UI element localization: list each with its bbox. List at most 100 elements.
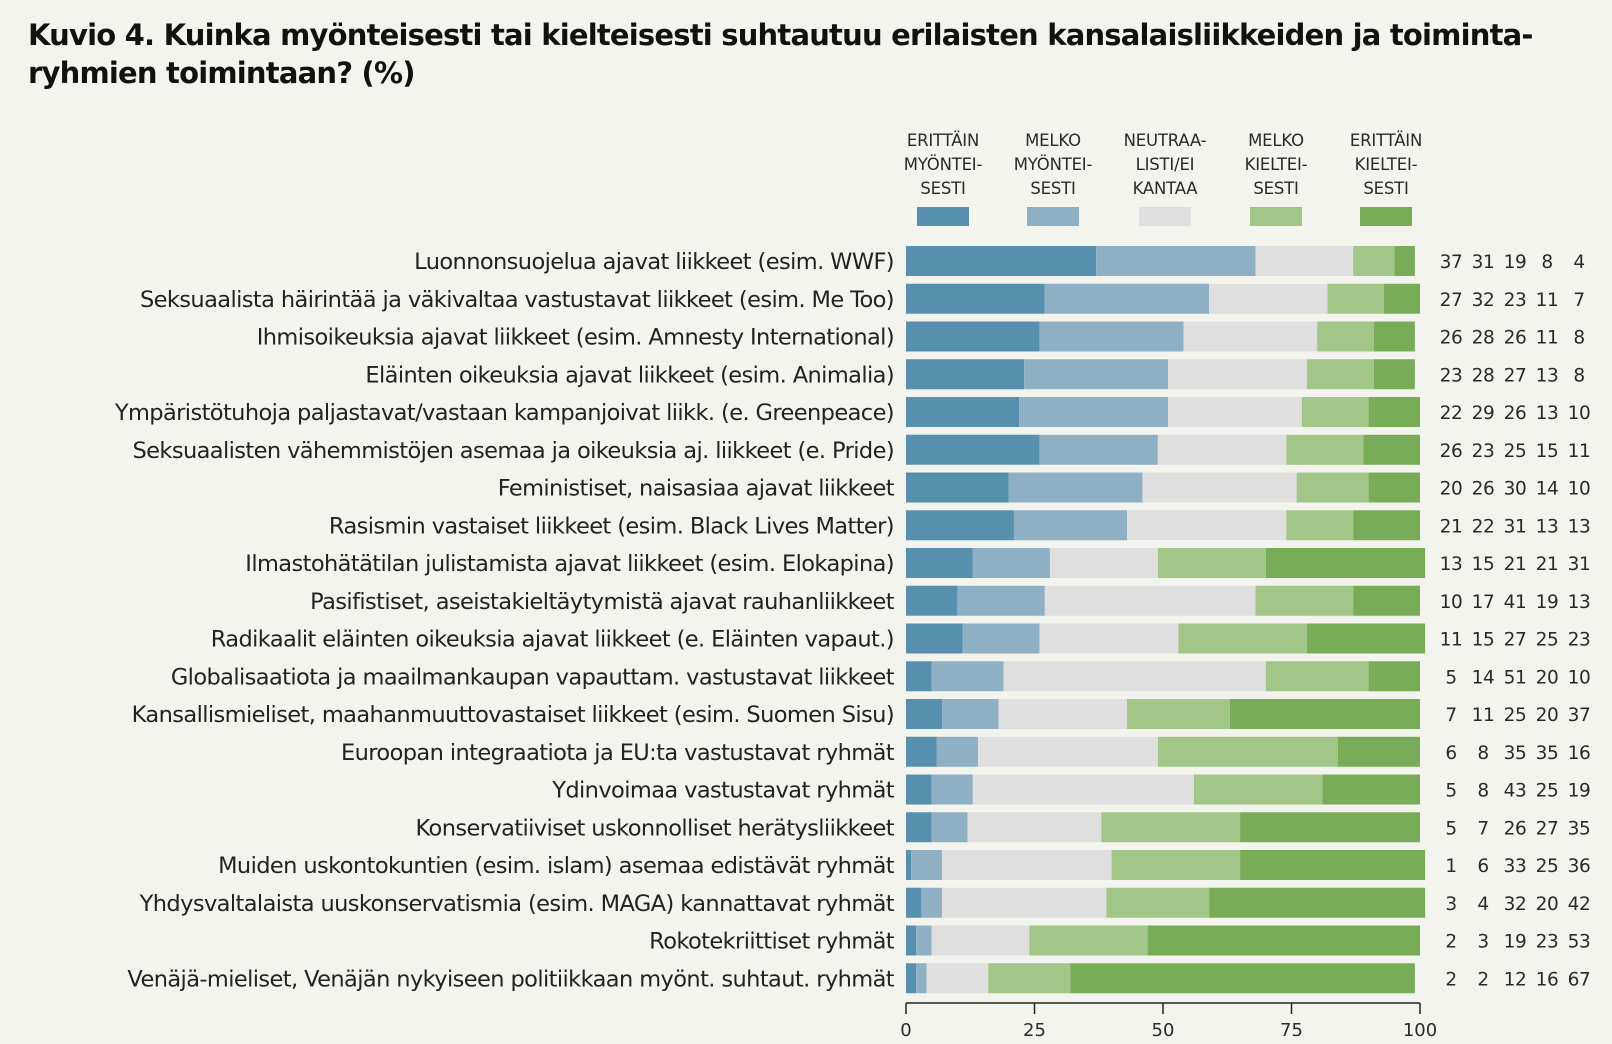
bar-segment bbox=[1301, 397, 1369, 427]
bar-segment bbox=[1229, 699, 1420, 729]
legend-label: LISTI/EI bbox=[1136, 155, 1195, 174]
value-label: 8 bbox=[1477, 743, 1488, 764]
bar-segment bbox=[1240, 812, 1420, 843]
bar-segment bbox=[1003, 661, 1266, 692]
bar-row bbox=[906, 510, 1420, 541]
value-label: 22 bbox=[1440, 403, 1463, 424]
bar-row bbox=[906, 661, 1420, 692]
bar-segment bbox=[906, 925, 917, 956]
value-label: 27 bbox=[1504, 630, 1527, 651]
value-label: 8 bbox=[1477, 781, 1488, 802]
value-label: 26 bbox=[1504, 818, 1527, 839]
bar-row bbox=[906, 623, 1426, 654]
category-label: Globalisaatiota ja maailmankaupan vapaut… bbox=[171, 664, 895, 690]
category-label: Ydinvoimaa vastustavat ryhmät bbox=[551, 778, 895, 804]
bar-segment bbox=[1394, 246, 1415, 276]
value-label: 10 bbox=[1568, 667, 1591, 688]
value-label: 21 bbox=[1440, 516, 1463, 537]
legend-swatch bbox=[1250, 207, 1302, 226]
bar-segment bbox=[906, 283, 1045, 314]
value-label: 20 bbox=[1536, 667, 1559, 688]
bar-segment bbox=[1106, 887, 1210, 918]
value-label: 29 bbox=[1472, 403, 1495, 424]
bar-row bbox=[906, 359, 1415, 390]
legend-swatch bbox=[917, 207, 969, 226]
value-label: 27 bbox=[1536, 818, 1559, 839]
category-label: Rasismin vastaiset liikkeet (esim. Black… bbox=[329, 513, 894, 539]
bar-row bbox=[906, 887, 1426, 918]
value-label: 19 bbox=[1504, 252, 1527, 273]
value-label: 26 bbox=[1440, 328, 1463, 349]
value-label: 7 bbox=[1573, 290, 1584, 311]
bar-segment bbox=[1142, 472, 1297, 503]
legend-label: KIELTEI- bbox=[1245, 155, 1308, 174]
bar-segment bbox=[1209, 283, 1328, 314]
value-label: 15 bbox=[1472, 554, 1495, 575]
value-label: 31 bbox=[1568, 554, 1591, 575]
value-label: 20 bbox=[1440, 479, 1463, 500]
bar-row bbox=[906, 472, 1420, 503]
legend-item: MELKO MYÖNTEI- SESTI bbox=[1014, 131, 1093, 226]
bar-segment bbox=[1327, 283, 1385, 314]
bar-segment bbox=[1240, 850, 1426, 880]
value-label: 25 bbox=[1536, 781, 1559, 802]
bar-segment bbox=[1255, 585, 1354, 616]
bar-segment bbox=[1384, 283, 1420, 314]
bar-segment bbox=[1168, 359, 1307, 390]
bar-row bbox=[906, 925, 1420, 956]
bar-segment bbox=[1286, 434, 1364, 465]
bar-segment bbox=[1368, 661, 1420, 692]
x-tick-label: 100 bbox=[1403, 1020, 1437, 1041]
value-label: 17 bbox=[1472, 592, 1495, 613]
legend-label: MYÖNTEI- bbox=[904, 155, 983, 174]
value-label: 32 bbox=[1472, 290, 1495, 311]
bar-segment bbox=[1178, 623, 1307, 654]
bar-segment bbox=[906, 359, 1025, 390]
value-label: 8 bbox=[1573, 365, 1584, 386]
value-label: 5 bbox=[1445, 781, 1456, 802]
bar-segment bbox=[1029, 925, 1148, 956]
bar-row bbox=[906, 812, 1420, 843]
value-label: 5 bbox=[1445, 667, 1456, 688]
value-label: 51 bbox=[1504, 667, 1527, 688]
bar-segment bbox=[1157, 736, 1338, 767]
bar-segment bbox=[1363, 434, 1420, 465]
value-label: 19 bbox=[1536, 592, 1559, 613]
bar-segment bbox=[911, 850, 942, 880]
legend-label: KIELTEI- bbox=[1355, 155, 1418, 174]
bar-segment bbox=[1039, 434, 1158, 465]
bar-segment bbox=[988, 963, 1071, 994]
bar-segment bbox=[1157, 434, 1287, 465]
value-label: 31 bbox=[1504, 516, 1527, 537]
value-label: 19 bbox=[1504, 932, 1527, 953]
bar-row bbox=[906, 736, 1420, 767]
category-label: Ihmisoikeuksia ajavat liikkeet (esim. Am… bbox=[257, 325, 894, 351]
bar-row bbox=[906, 699, 1420, 729]
bar-segment bbox=[916, 925, 932, 956]
value-label: 26 bbox=[1440, 441, 1463, 462]
legend-label: MYÖNTEI- bbox=[1014, 155, 1093, 174]
category-label: Pasifistiset, aseistakieltäytymistä ajav… bbox=[310, 589, 895, 615]
value-label: 35 bbox=[1568, 818, 1591, 839]
value-label: 23 bbox=[1504, 290, 1527, 311]
value-label: 3 bbox=[1445, 894, 1456, 915]
value-label: 30 bbox=[1504, 479, 1527, 500]
bar-segment bbox=[906, 812, 932, 843]
chart-title-line-1: Kuvio 4. Kuinka myönteisesti tai kieltei… bbox=[28, 18, 1533, 52]
value-label: 11 bbox=[1536, 290, 1559, 311]
bar-segment bbox=[931, 925, 1030, 956]
bar-segment bbox=[1306, 623, 1426, 654]
value-label: 25 bbox=[1536, 630, 1559, 651]
bar-segment bbox=[906, 246, 1097, 276]
bar-segment bbox=[906, 321, 1040, 352]
bar-segment bbox=[1101, 812, 1241, 843]
bar-segment bbox=[1353, 585, 1420, 616]
x-tick-label: 50 bbox=[1152, 1020, 1175, 1041]
bar-row bbox=[906, 774, 1420, 805]
bar-segment bbox=[921, 887, 942, 918]
bar-segment bbox=[906, 774, 932, 805]
bar-segment bbox=[931, 661, 1004, 692]
value-label: 37 bbox=[1568, 705, 1591, 726]
value-label: 6 bbox=[1445, 743, 1456, 764]
bar-segment bbox=[1044, 585, 1256, 616]
